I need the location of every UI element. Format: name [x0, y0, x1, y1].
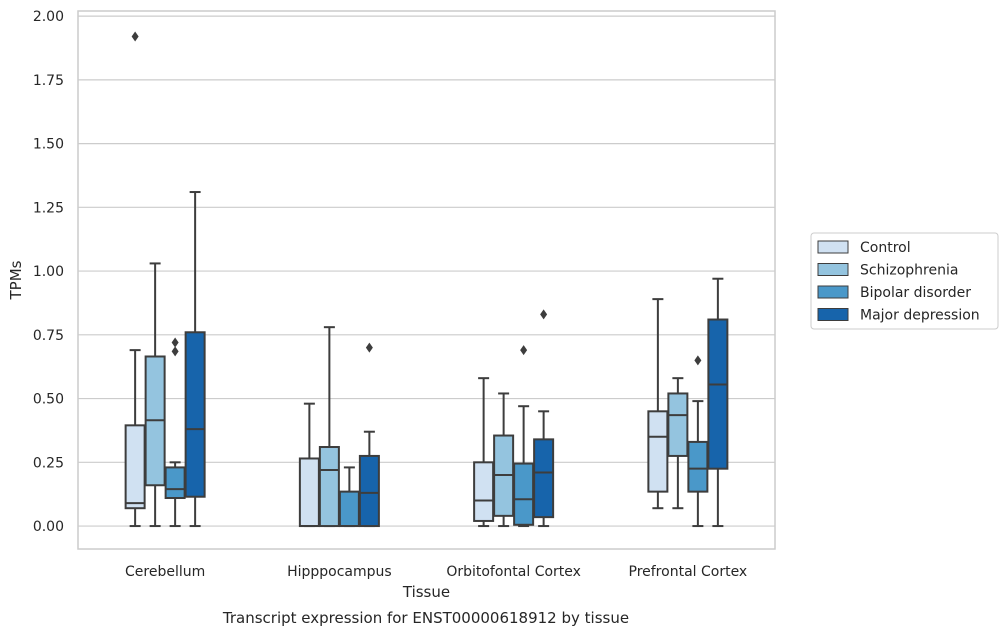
legend-box — [810, 232, 999, 330]
box-1-0 — [298, 402, 320, 528]
box-body — [707, 318, 729, 470]
box-body — [124, 424, 146, 510]
legend-label: Major depression — [860, 308, 980, 324]
y-tick-label: 0.50 — [33, 392, 64, 408]
outlier-point — [540, 309, 548, 320]
y-tick-label: 1.50 — [33, 137, 64, 153]
outlier-point — [694, 355, 702, 366]
y-tick-label: 0.25 — [33, 455, 64, 471]
box-2-0 — [473, 377, 495, 528]
box-body — [687, 440, 709, 493]
box-0-1 — [144, 262, 166, 528]
outlier-point — [365, 342, 373, 353]
y-tick-label: 1.75 — [33, 73, 64, 89]
box-body — [513, 462, 535, 526]
plot-frame — [77, 10, 776, 550]
x-tick-label: Orbitofontal Cortex — [446, 564, 581, 580]
legend-label: Schizophrenia — [860, 263, 958, 279]
y-tick-label: 1.25 — [33, 200, 64, 216]
x-tick-label: Prefrontal Cortex — [629, 564, 748, 580]
y-tick-label: 1.00 — [33, 264, 64, 280]
y-tick-labels: 0.00 0.25 0.50 0.75 1.00 1.25 1.50 1.75 2.00 — [33, 9, 64, 535]
box-2-1 — [493, 392, 515, 528]
legend-label: Control — [860, 240, 911, 256]
x-tick-label: Cerebellum — [125, 564, 205, 580]
box-body — [667, 392, 689, 457]
legend-swatch — [817, 308, 849, 321]
box-0-3 — [184, 191, 206, 528]
box-body — [473, 461, 495, 522]
box-body — [318, 446, 340, 528]
x-tick-labels: Cerebellum Hipppocampus Orbitofontal Corte… — [125, 564, 747, 580]
box-3-0 — [647, 298, 669, 510]
outlier-point — [171, 346, 179, 357]
legend-label: Bipolar disorder — [860, 285, 971, 301]
box-body — [164, 466, 186, 500]
outlier-point — [171, 337, 179, 348]
box-layer — [124, 31, 729, 528]
outlier-point — [131, 31, 139, 42]
box-body — [647, 410, 669, 493]
chart-caption: Transcript expression for ENST0000061891… — [222, 609, 629, 627]
outlier-point — [520, 345, 528, 356]
box-3-1 — [667, 377, 689, 510]
legend-swatch — [817, 285, 849, 299]
box-body — [184, 331, 206, 498]
box-body — [298, 457, 320, 528]
box-body — [358, 454, 380, 528]
y-tick-label: 0.00 — [33, 519, 64, 535]
box-2-2 — [513, 345, 535, 528]
box-3-3 — [707, 277, 729, 528]
legend: Control Schizophrenia Bipolar disorder Majo… — [810, 232, 999, 330]
box-body — [338, 490, 360, 528]
box-0-0 — [124, 31, 146, 528]
box-body — [533, 438, 555, 519]
x-tick-label: Hipppocampus — [287, 564, 392, 580]
y-tick-label: 2.00 — [33, 9, 64, 25]
box-2-3 — [533, 309, 555, 528]
y-tick-label: 0.75 — [33, 328, 64, 344]
y-axis-label: TPMs — [7, 260, 25, 300]
x-axis-label: Tissue — [402, 583, 450, 601]
box-0-2 — [164, 337, 186, 528]
box-3-2 — [687, 355, 709, 528]
legend-swatch — [817, 263, 849, 276]
legend-swatch — [817, 240, 849, 254]
box-1-1 — [318, 326, 340, 528]
box-1-2 — [338, 466, 360, 528]
box-1-3 — [358, 342, 380, 528]
